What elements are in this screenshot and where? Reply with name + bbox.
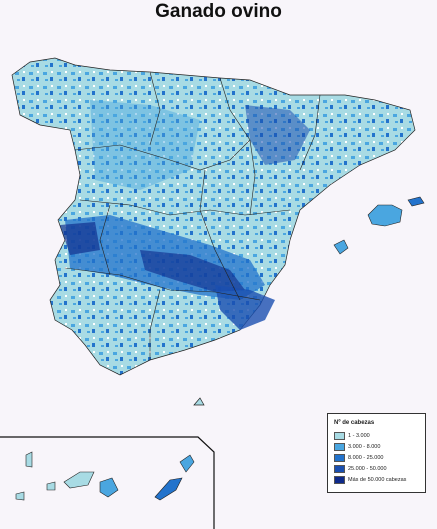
legend-swatch xyxy=(334,431,345,440)
legend-item: 1 - 3.000 xyxy=(334,431,425,440)
region-la-mancha-core xyxy=(140,250,245,292)
island-el-hierro xyxy=(15,491,25,501)
legend-item: 25.000 - 50.000 xyxy=(334,464,425,473)
legend-label: 8.000 - 25.000 xyxy=(348,454,384,461)
legend-swatch xyxy=(334,453,345,462)
legend-label: Más de 50.000 cabezas xyxy=(348,476,407,483)
island-la-gomera xyxy=(46,481,56,491)
island-menorca xyxy=(407,196,425,207)
ceuta-marker xyxy=(193,397,205,406)
island-tenerife xyxy=(63,471,95,489)
legend-item: 8.000 - 25.000 xyxy=(334,453,425,462)
island-lanzarote xyxy=(179,454,195,473)
island-gran-canaria xyxy=(99,477,119,498)
region-aragon xyxy=(245,105,310,165)
legend-swatch xyxy=(334,442,345,451)
map-title: Ganado ovino xyxy=(155,1,282,22)
region-boundaries xyxy=(64,71,321,360)
legend-label: 25.000 - 50.000 xyxy=(348,465,387,472)
legend-swatch xyxy=(334,464,345,473)
legend-label: 3.000 - 8.000 xyxy=(348,443,381,450)
legend-item: 3.000 - 8.000 xyxy=(334,442,425,451)
canary-inset-frame xyxy=(0,436,215,529)
island-mallorca xyxy=(367,204,403,227)
region-west-south xyxy=(60,222,100,255)
island-fuerteventura xyxy=(154,477,183,501)
legend-swatch xyxy=(334,475,345,484)
legend-label: 1 - 3.000 xyxy=(348,432,370,439)
region-castilla-leon xyxy=(90,100,200,190)
legend-title: Nº de cabezas xyxy=(334,420,375,426)
island-ibiza xyxy=(333,239,349,255)
legend: Nº de cabezas 1 - 3.000 3.000 - 8.000 8.… xyxy=(327,413,426,493)
region-southeast xyxy=(215,285,275,330)
legend-item: Más de 50.000 cabezas xyxy=(334,475,425,484)
spain-mainland xyxy=(11,57,416,376)
island-la-palma xyxy=(25,451,33,468)
